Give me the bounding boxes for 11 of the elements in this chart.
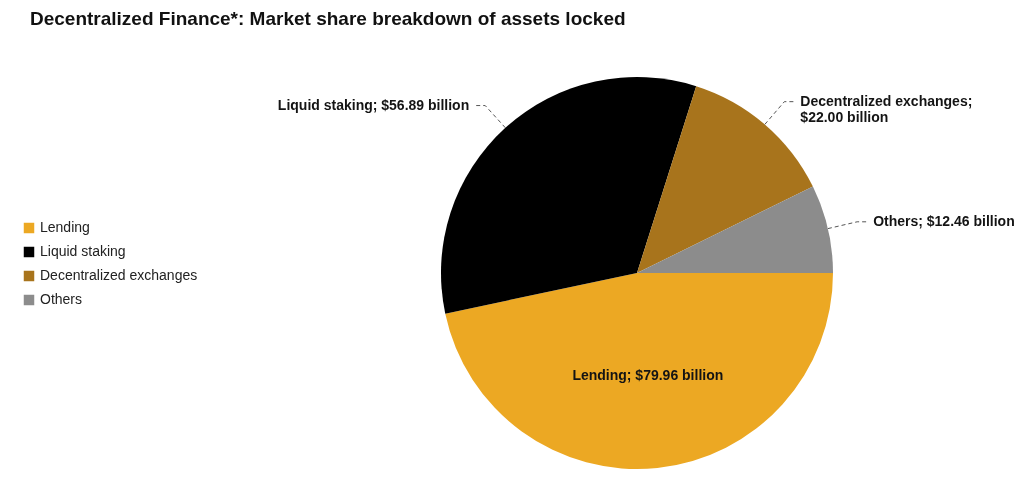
- data-label: Decentralized exchanges; $22.00 billion: [800, 92, 973, 125]
- chart-title: Decentralized Finance*: Market share breakdown of assets locked: [30, 8, 626, 29]
- legend-label: Lending: [40, 219, 90, 235]
- data-label: Liquid staking; $56.89 billion: [277, 96, 470, 113]
- data-label: Lending; $79.96 billion: [572, 367, 724, 384]
- pie-slice: [445, 273, 833, 469]
- data-label: Others; $12.46 billion: [873, 212, 1015, 229]
- legend-label: Liquid staking: [40, 243, 126, 259]
- legend-label: Decentralized exchanges: [40, 267, 198, 283]
- legend-label: Others: [40, 291, 83, 307]
- pie-slice: [637, 186, 833, 273]
